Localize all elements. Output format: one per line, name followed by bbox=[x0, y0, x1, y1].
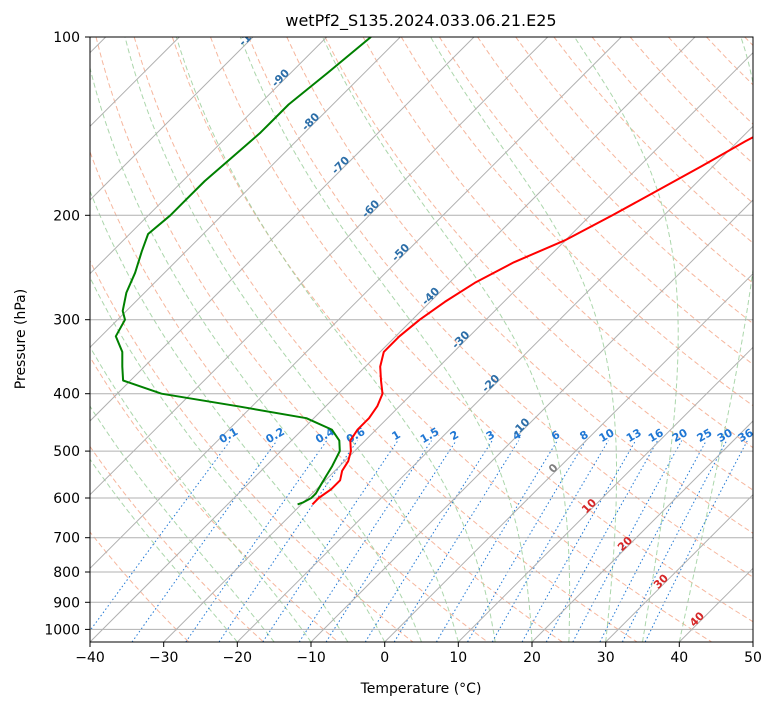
y-tick-label: 600 bbox=[53, 491, 80, 507]
y-axis-label: Pressure (hPa) bbox=[13, 289, 29, 389]
x-tick-label: −10 bbox=[296, 650, 326, 666]
y-tick-label: 900 bbox=[53, 595, 80, 611]
dry-adiabat-label: -60 bbox=[359, 197, 382, 220]
mixing-ratio-line bbox=[82, 441, 231, 642]
x-tick-label: −30 bbox=[149, 650, 179, 666]
mixing-ratio-line bbox=[365, 441, 492, 642]
mixing-ratio-label: 16 bbox=[646, 426, 666, 445]
moist-adiabat-label: 20 bbox=[615, 534, 635, 554]
mixing-ratio-label: 13 bbox=[624, 426, 644, 445]
moist-adiabat bbox=[17, 37, 348, 642]
chart-title: wetPf2_S135.2024.033.06.21.E25 bbox=[285, 11, 556, 31]
isotherm bbox=[679, 37, 775, 642]
dry-adiabat-label: -90 bbox=[269, 66, 292, 89]
dry-adiabat-label: -80 bbox=[299, 110, 322, 133]
x-tick-label: −20 bbox=[223, 650, 253, 666]
moist-adiabat bbox=[0, 37, 274, 642]
x-axis-label: Temperature (°C) bbox=[360, 681, 482, 697]
y-tick-label: 100 bbox=[53, 30, 80, 46]
mixing-ratio-line bbox=[436, 441, 557, 642]
dry-adiabat-label: -70 bbox=[329, 154, 352, 177]
dry-adiabat-label: -50 bbox=[389, 241, 412, 264]
moist-adiabat bbox=[125, 37, 458, 642]
mixing-ratio-label: 0.4 bbox=[313, 425, 337, 446]
mixing-ratio-line bbox=[326, 441, 456, 642]
x-tick-label: 50 bbox=[744, 650, 762, 666]
isotherm bbox=[0, 37, 327, 642]
plot-frame bbox=[90, 37, 753, 642]
dry-adiabat bbox=[20, 37, 413, 642]
mixing-ratio-label: 0.1 bbox=[217, 425, 240, 446]
mixing-ratio-line bbox=[600, 441, 706, 642]
dry-adiabat bbox=[592, 37, 775, 642]
mixing-ratio-line bbox=[132, 441, 277, 642]
moist-adiabat bbox=[323, 37, 570, 642]
y-tick-label: 400 bbox=[53, 387, 80, 403]
mixing-ratio-line bbox=[219, 441, 357, 642]
mixing-ratio-label: 25 bbox=[695, 426, 715, 445]
isotherm bbox=[385, 37, 775, 642]
x-tick-label: −40 bbox=[75, 650, 105, 666]
dry-adiabat bbox=[58, 37, 488, 642]
dry-adiabat-label: -40 bbox=[419, 284, 442, 307]
moist-adiabat bbox=[83, 37, 422, 642]
y-tick-label: 700 bbox=[53, 531, 80, 547]
isotherm bbox=[90, 37, 695, 642]
mixing-ratio-label: 0.6 bbox=[344, 425, 368, 446]
mixing-ratio-label: 8 bbox=[577, 428, 590, 443]
x-tick-label: 10 bbox=[449, 650, 467, 666]
isotherm bbox=[311, 37, 775, 642]
moist-adiabat-label: 40 bbox=[687, 609, 707, 629]
y-tick-label: 800 bbox=[53, 565, 80, 581]
mixing-ratio-line bbox=[546, 441, 657, 642]
isotherm bbox=[16, 37, 621, 642]
y-tick-label: 1000 bbox=[44, 622, 80, 638]
x-tick-label: 30 bbox=[597, 650, 615, 666]
isotherm bbox=[0, 37, 400, 642]
isotherm bbox=[237, 37, 775, 642]
mixing-ratio-label: 10 bbox=[597, 426, 617, 445]
x-tick-label: 20 bbox=[523, 650, 541, 666]
isotherm bbox=[753, 37, 775, 642]
dry-adiabat bbox=[707, 37, 775, 642]
y-tick-label: 500 bbox=[53, 444, 80, 460]
mixing-ratio-label: 3 bbox=[484, 428, 497, 443]
moist-adiabat-label: 10 bbox=[579, 496, 599, 516]
dry-adiabat bbox=[0, 37, 338, 642]
mixing-ratio-line bbox=[186, 441, 327, 642]
moist-adiabat-label: 30 bbox=[651, 571, 671, 591]
x-tick-label: 0 bbox=[380, 650, 389, 666]
isotherm bbox=[0, 37, 253, 642]
dry-adiabat-label: -30 bbox=[449, 328, 472, 351]
y-tick-label: 200 bbox=[53, 208, 80, 224]
dry-adiabat-label: -20 bbox=[479, 372, 502, 395]
mixing-ratio-label: 6 bbox=[549, 428, 562, 443]
isotherm bbox=[458, 37, 775, 642]
mixing-ratio-label: 2 bbox=[448, 428, 461, 443]
moist-adiabat bbox=[679, 37, 760, 642]
dry-adiabat-label: -100 bbox=[236, 20, 265, 49]
dry-adiabat bbox=[668, 37, 775, 642]
mixing-ratio-label: 0.2 bbox=[263, 425, 286, 446]
moist-adiabat bbox=[0, 37, 237, 642]
mixing-ratio-line bbox=[394, 441, 519, 642]
dry-adiabat bbox=[745, 37, 775, 642]
x-tick-label: 40 bbox=[670, 650, 688, 666]
dry-adiabat bbox=[0, 37, 264, 642]
mixing-ratio-line bbox=[622, 441, 726, 642]
mixing-ratio-label: 20 bbox=[670, 426, 690, 445]
mixing-ratio-label: 1.5 bbox=[418, 425, 441, 446]
mixing-ratio-label: 1 bbox=[390, 428, 403, 443]
y-tick-label: 300 bbox=[53, 313, 80, 329]
isotherm bbox=[0, 37, 474, 642]
dry-adiabat bbox=[134, 37, 637, 642]
moist-adiabat bbox=[176, 37, 495, 642]
